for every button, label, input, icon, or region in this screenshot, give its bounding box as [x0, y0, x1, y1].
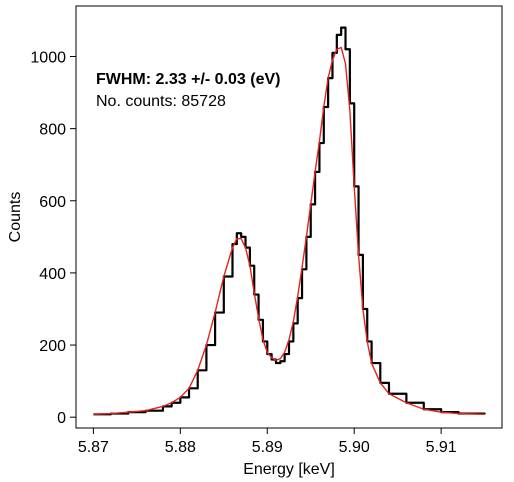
x-tick-label: 5.90	[339, 439, 370, 456]
counts-annotation: No. counts: 85728	[96, 93, 226, 110]
y-axis-label: Counts	[7, 192, 24, 243]
fwhm-annotation: FWHM: 2.33 +/- 0.03 (eV)	[96, 71, 281, 88]
axis-ticks: 5.87 5.88 5.89 5.90 5.91 0 200 400 600 800 1000	[30, 49, 456, 456]
histogram-line	[93, 26, 486, 416]
x-tick-label: 5.87	[78, 439, 109, 456]
y-tick-label: 400	[39, 266, 66, 283]
fit-line	[93, 46, 485, 415]
histogram-series	[93, 26, 486, 416]
x-tick-label: 5.88	[165, 439, 196, 456]
y-tick-label: 1000	[30, 49, 66, 66]
y-tick-label: 200	[39, 338, 66, 355]
plot-frame	[75, 5, 503, 429]
y-tick-label: 600	[39, 194, 66, 211]
x-axis-label: Energy [keV]	[243, 461, 335, 478]
x-tick-label: 5.91	[426, 439, 457, 456]
x-tick-label: 5.89	[252, 439, 283, 456]
fit-series	[93, 46, 485, 415]
y-tick-label: 0	[57, 410, 66, 427]
y-tick-label: 800	[39, 122, 66, 139]
